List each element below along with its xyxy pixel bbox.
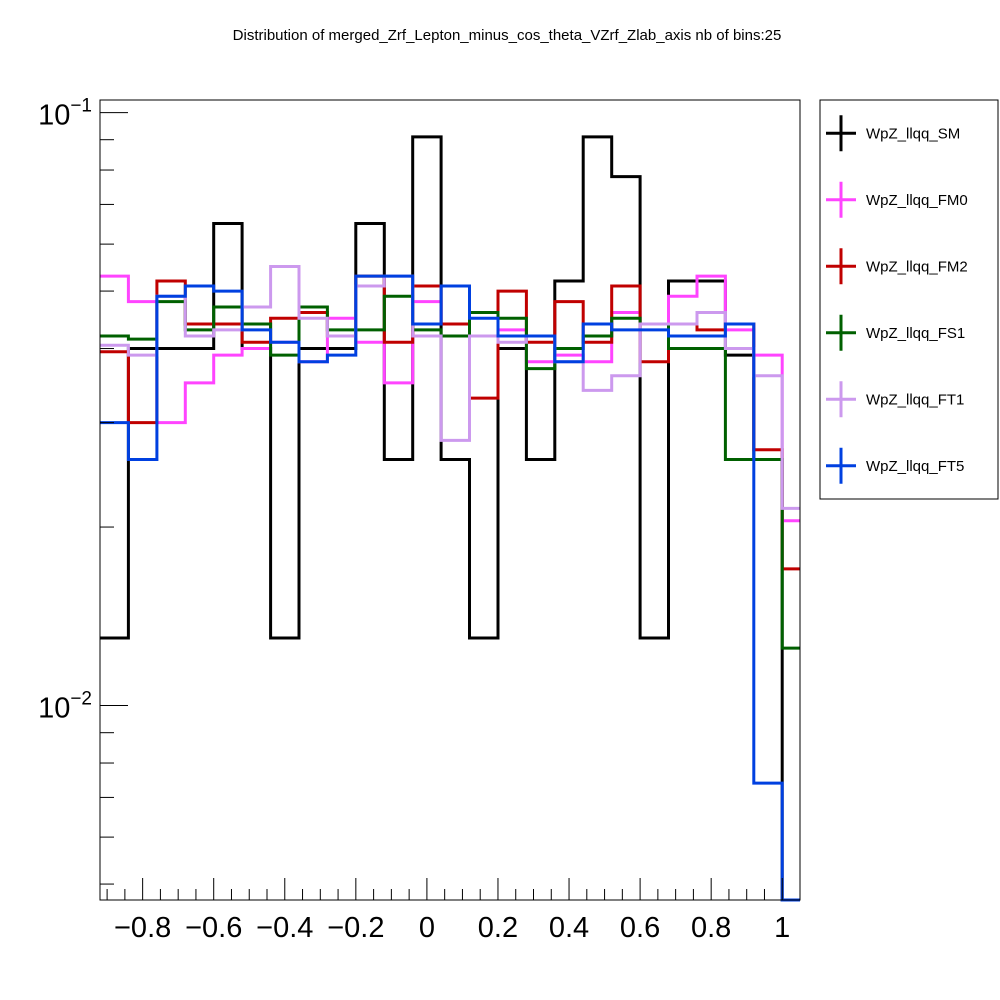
x-tick-label: −0.6 [185,912,242,944]
x-tick-label: 0.8 [691,912,731,944]
legend-box [819,99,999,500]
x-tick-label: −0.8 [114,912,171,944]
series-line-1 [100,274,800,523]
legend: WpZ_llqq_SM WpZ_llqq_FM0 WpZ_llqq_FM2 WpZ_l… [819,99,999,500]
x-tick-label: 0.6 [620,912,660,944]
x-tick-label: 0 [419,912,435,944]
x-tick-label: 0.2 [478,912,518,944]
series-line-5 [100,274,800,902]
legend-label: WpZ_llqq_FM2 [866,258,968,275]
x-tick-label: 0.4 [549,912,589,944]
chart-title: Distribution of merged_Zrf_Lepton_minus_… [233,27,782,44]
x-tick-label: 1 [774,912,790,944]
legend-label: WpZ_llqq_SM [866,125,960,142]
plot-frame [99,99,801,901]
legend-label: WpZ_llqq_FT1 [866,391,964,408]
y-tick-label: 10−1 [38,96,92,132]
axes: −0.8 −0.6 −0.4 −0.2 0 0.2 0.4 0.6 0.8 1 10−1 10−2 [38,96,801,944]
legend-label: WpZ_llqq_FS1 [866,325,965,342]
legend-label: WpZ_llqq_FM0 [866,192,968,209]
legend-label: WpZ_llqq_FT5 [866,458,964,475]
series-line-2 [100,274,800,571]
series-line-0 [100,135,800,902]
x-tick-label: −0.4 [256,912,313,944]
series-layer [100,135,800,902]
y-tick-label: 10−2 [38,689,92,725]
series-line-4 [100,265,800,510]
x-tick-label: −0.2 [327,912,384,944]
